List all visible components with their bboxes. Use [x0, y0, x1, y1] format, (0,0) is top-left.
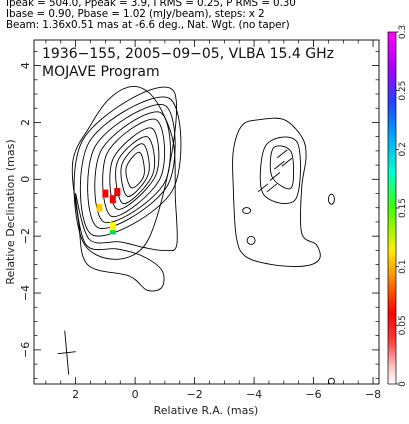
plot-area	[57, 85, 335, 384]
pol-pixel	[109, 222, 116, 231]
intensity-contour	[94, 111, 171, 224]
x-tick-label: 2	[72, 388, 79, 401]
y-tick-label: 2	[19, 119, 32, 126]
polarization-vector	[281, 157, 293, 167]
colorbar-tick-label: 0.1	[398, 260, 408, 274]
colorbar: 0 0.05 0.1 0.15 0.2 0.25 0.3	[387, 25, 408, 387]
x-tick-label: −2	[186, 388, 202, 401]
colorbar-tick-label: 0.15	[398, 198, 408, 218]
chart-title: 1936−155, 2005−09−05, VLBA 15.4 GHz	[42, 46, 334, 62]
intensity-outer-contour	[71, 85, 178, 292]
header-line-3: Beam: 1.36x0.51 mas at -6.6 deg., Nat. W…	[6, 19, 290, 31]
y-tick-label: −2	[19, 228, 32, 244]
isolated-contour	[327, 193, 335, 205]
beam-minor-axis	[57, 351, 76, 355]
polarization-vector	[269, 172, 281, 181]
pol-pixel	[102, 189, 109, 198]
intensity-contour	[120, 143, 150, 197]
pol-pixel	[109, 226, 116, 235]
header-line-1: Ipeak = 504.0, Ppeak = 3.9, I RMS = 0.25…	[6, 0, 296, 9]
isolated-contour	[242, 207, 252, 215]
polarization-contour	[269, 145, 295, 190]
pol-pixel	[96, 203, 103, 212]
intensity-contour	[79, 96, 182, 237]
plot-frame	[33, 39, 380, 385]
header-line-2: Ibase = 0.90, Pbase = 1.02 (mJy/beam), s…	[6, 8, 265, 20]
intensity-contour	[125, 151, 145, 189]
y-tick-label: −4	[19, 285, 32, 301]
intensity-contour	[102, 118, 165, 218]
x-tick-label: −8	[365, 388, 381, 401]
x-tick-label: −4	[246, 388, 262, 401]
polarization-vector	[277, 149, 288, 159]
pol-pixel	[109, 195, 116, 204]
y-tick-label: 4	[19, 62, 32, 69]
x-tick-label: 0	[132, 388, 139, 401]
colorbar-tick-label: 0.05	[398, 315, 408, 335]
y-tick-label: 0	[19, 176, 32, 183]
isolated-contour	[246, 235, 256, 245]
colorbar-tick-label: 0.2	[398, 142, 408, 156]
x-axis-label: Relative R.A. (mas)	[154, 404, 259, 417]
intensity-contour	[115, 136, 156, 204]
colorbar-tick-label: 0.25	[398, 81, 408, 101]
y-tick-label: −6	[19, 342, 32, 358]
intensity-contour	[109, 127, 160, 210]
colorbar-scale	[387, 31, 397, 385]
polarization-vector	[257, 183, 269, 193]
polarization-vector	[274, 160, 285, 170]
polarization-contour	[259, 136, 301, 204]
axes: 2 0 −2 −4 −6 −8 4 2 0 −2 −4 −6	[19, 39, 381, 401]
intensity-contour	[87, 104, 176, 229]
polarization-outer-contour	[232, 117, 321, 267]
x-tick-label: −6	[305, 388, 321, 401]
isolated-contour	[327, 377, 335, 384]
y-axis-label: Relative Declination (mas)	[4, 139, 17, 284]
colorbar-tick-label: 0.3	[398, 25, 408, 39]
chart-subtitle: MOJAVE Program	[42, 64, 160, 80]
pol-pixel	[114, 188, 121, 197]
polarization-vector	[266, 183, 278, 193]
colorbar-tick-label: 0	[398, 381, 408, 387]
